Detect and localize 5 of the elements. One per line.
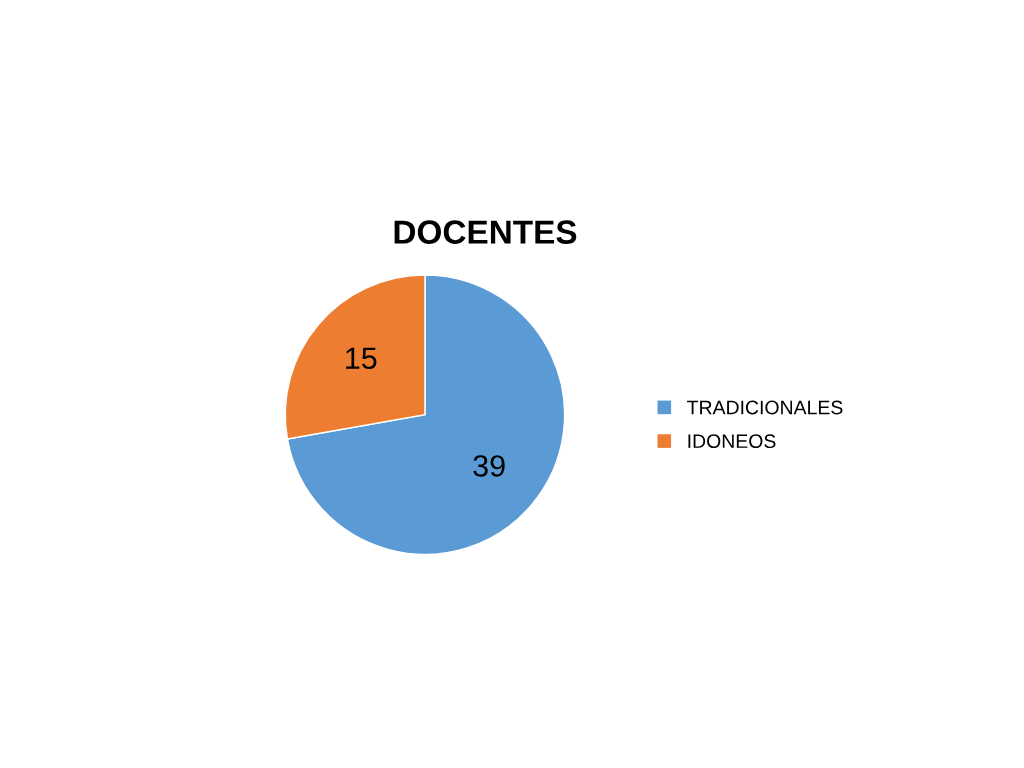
legend-label: TRADICIONALES	[687, 400, 843, 415]
legend-label: IDONEOS	[688, 434, 776, 449]
data-label: 15	[346, 347, 377, 370]
data-label: 39	[473, 455, 505, 477]
chart-title: DOCENTES	[394, 220, 577, 244]
